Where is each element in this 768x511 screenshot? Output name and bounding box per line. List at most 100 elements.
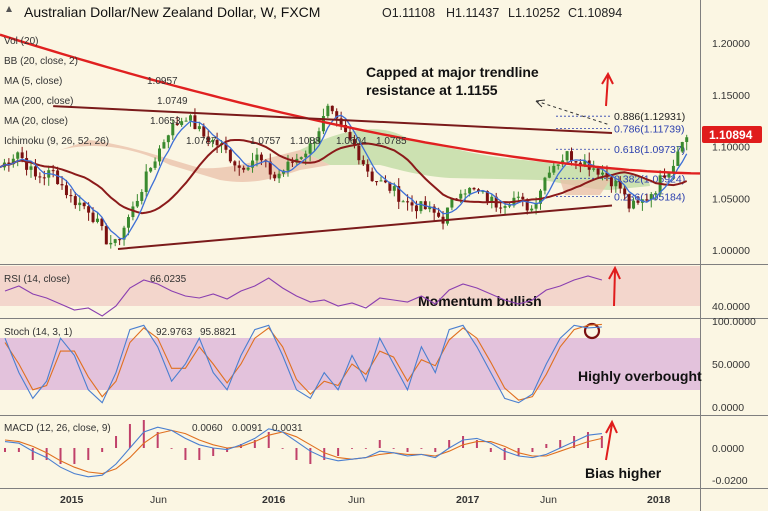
legend-ichimoku-v3: 1.1088 [290, 136, 321, 147]
candle-body [596, 168, 600, 175]
fib-label: 0.236(1.05184) [614, 191, 685, 203]
candle-body [481, 191, 485, 193]
macd-tick-label: 0.0000 [712, 443, 744, 455]
macd-hist-bar [128, 424, 131, 448]
macd-hist-bar [184, 448, 187, 460]
candle-body [237, 165, 241, 168]
stoch-band [0, 338, 700, 390]
candle-body [20, 152, 24, 159]
macd-hist-bar [17, 448, 20, 452]
legend-macd[interactable]: MACD (12, 26, close, 9) [4, 423, 111, 434]
candle-body [401, 201, 405, 203]
candle-body [197, 126, 201, 130]
candle-body [601, 172, 605, 175]
macd-hist-bar [559, 440, 562, 448]
candle-body [180, 121, 184, 126]
candle-body [366, 164, 370, 172]
candle-body [60, 184, 64, 186]
candle-body [140, 191, 144, 201]
macd-hist-bar [267, 432, 270, 448]
candle-body [189, 115, 193, 121]
legend-ichimoku-v2: 1.0757 [250, 136, 281, 147]
candle-body [7, 162, 11, 165]
macd-hist-bar [517, 448, 520, 456]
stoch-tick-label: 0.0000 [712, 402, 744, 414]
macd-hist-bar [378, 440, 381, 448]
legend-stoch[interactable]: Stoch (14, 3, 1) [4, 327, 72, 338]
legend-vol[interactable]: Vol (20) [4, 36, 38, 47]
candle-body [100, 218, 104, 227]
candle-body [357, 145, 361, 161]
legend-bb[interactable]: BB (20, close, 2) [4, 56, 78, 67]
candle-body [685, 137, 689, 142]
macd-hist-bar [73, 448, 76, 464]
macd-hist-bar [115, 436, 118, 448]
candle-body [352, 139, 356, 146]
annotation-bias: Bias higher [585, 465, 662, 481]
red-arrow-up-icon-macd [605, 419, 618, 461]
candle-body [468, 187, 472, 194]
candle-body [16, 152, 20, 159]
annotation-overbought: Highly overbought [578, 368, 702, 384]
legend-ma200[interactable]: MA (200, close) [4, 96, 73, 107]
red-arrow-up-icon-price [601, 71, 614, 107]
time-tick-label: Jun [150, 494, 167, 506]
candle-body [344, 124, 348, 133]
candle-body [290, 161, 294, 163]
stoch-k-line [4, 324, 602, 404]
time-axis[interactable]: 2015 Jun 2016 Jun 2017 Jun 2018 [60, 494, 671, 506]
ohlc-high: H1.11437 [446, 6, 499, 20]
stoch-axis[interactable]: 100.0000 50.0000 0.0000 [712, 316, 756, 414]
legend-ichimoku[interactable]: Ichimoku (9, 26, 52, 26) [4, 136, 109, 147]
candle-body [574, 161, 578, 163]
candle-body [157, 148, 161, 162]
macd-axis[interactable]: 0.0000 -0.0200 [712, 443, 748, 487]
candle-body [583, 160, 587, 167]
candle-body [476, 189, 480, 192]
candle-body [414, 205, 418, 212]
candle-body [388, 182, 392, 191]
legend-ma20[interactable]: MA (20, close) [4, 116, 68, 127]
legend-macd-v2: 0.0091 [232, 423, 263, 434]
rsi-axis[interactable]: 40.0000 [712, 301, 750, 313]
candle-body [64, 185, 68, 196]
candle-body [383, 180, 387, 183]
candle-body [375, 181, 379, 183]
candle-body [299, 157, 303, 159]
fib-label: 0.618(1.09737) [614, 144, 685, 156]
candle-body [339, 118, 343, 125]
candle-body [503, 206, 507, 208]
legend-rsi[interactable]: RSI (14, close) [4, 274, 70, 285]
candle-body [348, 132, 352, 140]
candle-body [423, 201, 427, 210]
ohlc-low: L1.10252 [508, 6, 560, 20]
price-axis[interactable]: 1.20000 1.15000 1.10000 1.05000 1.00000 [712, 38, 750, 257]
candle-body [521, 196, 525, 200]
candle-body [525, 199, 529, 211]
stoch-d-line [4, 323, 602, 401]
ma200-line [0, 33, 701, 175]
macd-hist-bar [281, 448, 284, 449]
macd-hist-bar [59, 448, 62, 464]
candle-body [215, 140, 219, 146]
candle-body [419, 201, 423, 212]
legend-ma5[interactable]: MA (5, close) [4, 76, 62, 87]
candle-body [392, 186, 396, 191]
candle-body [202, 126, 206, 137]
macd-hist-bar [448, 440, 451, 448]
candle-body [206, 136, 210, 143]
annotation-trendline-cap-line2: resistance at 1.1155 [366, 82, 498, 98]
collapse-toggle-icon[interactable] [6, 6, 12, 12]
legend-ma5-value: 1.0957 [147, 76, 178, 87]
candle-body [308, 143, 312, 154]
legend-macd-v1: 0.0060 [192, 423, 223, 434]
candle-body [233, 161, 237, 166]
candle-body [539, 190, 543, 204]
candle-body [463, 193, 467, 195]
candle-body [153, 161, 157, 168]
candle-body [676, 151, 680, 166]
candle-body [361, 160, 365, 165]
candle-body [304, 153, 308, 158]
